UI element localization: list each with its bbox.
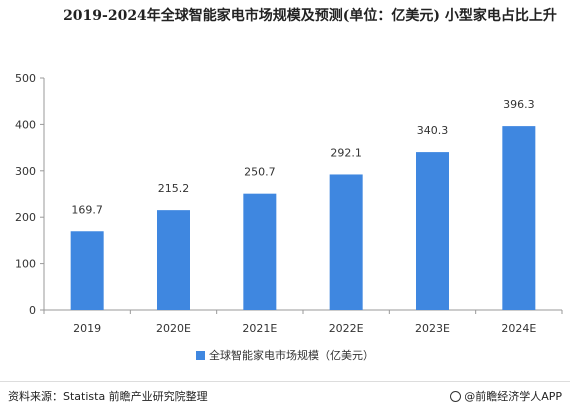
data-label: 292.1 [330,146,362,159]
y-tick-label: 400 [15,118,36,131]
x-axis: 2019 2020E 2021E 2022E 2023E 2024E [43,309,563,335]
data-label: 250.7 [244,166,276,179]
bars [70,126,536,311]
x-tick-label: 2019 [73,322,101,335]
brand-label: @前瞻经济学人APP [464,390,562,403]
bar [70,231,104,310]
bar [416,152,449,310]
data-label: 169.7 [71,203,103,216]
bar-chart: 0 100 200 300 400 500 2019 2020E 2021E 2022E 2023… [15,72,563,335]
footer: 资料来源：Statista 前瞻产业研究院整理 @前瞻经济学人APP [0,381,570,414]
y-tick-label: 100 [15,258,36,271]
data-label: 396.3 [503,98,535,111]
y-tick-label: 0 [29,304,36,317]
x-tick-label: 2022E [329,322,364,335]
bar [502,126,536,311]
y-tick-label: 500 [15,72,36,85]
legend-swatch [196,351,205,360]
x-tick-label: 2020E [156,322,191,335]
x-tick-label: 2021E [242,322,277,335]
bar [329,174,363,310]
y-tick-label: 200 [15,211,36,224]
x-tick-label: 2023E [415,322,450,335]
source-note: 资料来源：Statista 前瞻产业研究院整理 [8,390,208,403]
data-labels: 169.7 215.2 250.7 292.1 340.3 396.3 [71,98,534,216]
x-tick-label: 2024E [501,322,536,335]
data-label: 215.2 [158,182,190,195]
brand: @前瞻经济学人APP [450,388,562,404]
legend: 全球智能家电市场规模（亿美元） [0,347,570,363]
bar [157,210,190,310]
data-label: 340.3 [417,124,449,137]
chart-title: 2019-2024年全球智能家电市场规模及预测(单位：亿美元) 小型家电占比上升 [63,8,557,24]
brand-logo-icon [450,390,462,402]
y-axis: 0 100 200 300 400 500 [15,72,45,317]
legend-label: 全球智能家电市场规模（亿美元） [209,349,374,362]
y-tick-label: 300 [15,165,36,178]
bar [243,193,277,310]
